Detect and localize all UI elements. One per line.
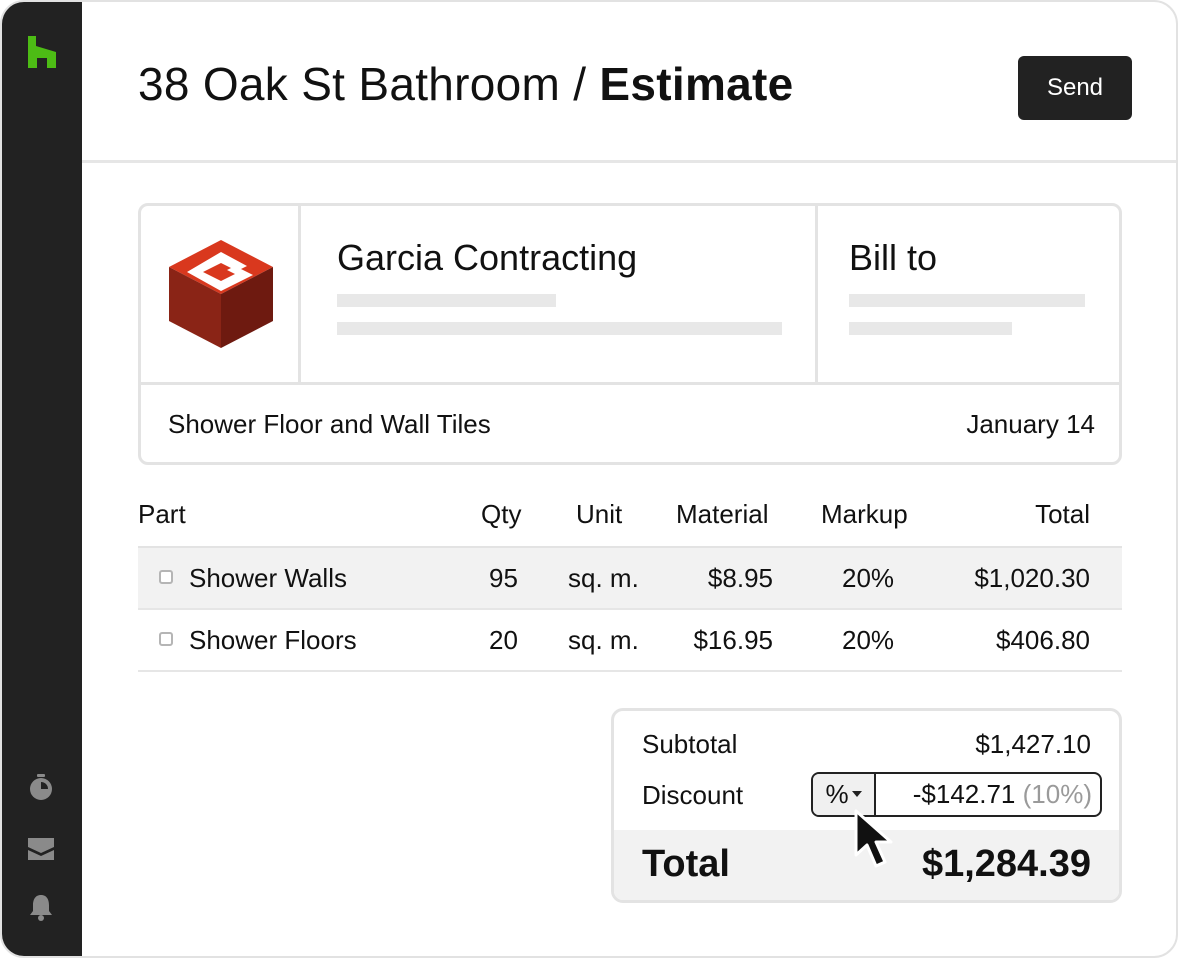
bill-to-address-placeholder (849, 322, 1012, 335)
discount-input-group[interactable]: % -$142.71 (10%) (811, 772, 1102, 817)
part-name: Shower Floors (189, 625, 357, 655)
subtotal-value: $1,427.10 (975, 729, 1091, 759)
card-header-row: Garcia Contracting Bill to (141, 206, 1119, 385)
chevron-down-icon (851, 791, 862, 798)
column-header-material: Material (676, 499, 769, 529)
discount-percent: (10%) (1022, 779, 1092, 809)
sidebar (2, 2, 82, 956)
company-contact-placeholder (337, 322, 782, 335)
column-header-total: Total (1035, 499, 1090, 529)
markup: 20% (842, 625, 895, 655)
company-name: Garcia Contracting (337, 237, 638, 278)
company-logo-icon (169, 240, 273, 348)
quantity: 95 (489, 563, 518, 593)
line-total: $406.80 (996, 625, 1090, 655)
discount-type-dropdown[interactable]: % (813, 774, 876, 815)
houzz-logo-icon[interactable] (28, 36, 56, 68)
table-row[interactable]: Shower Floors 20 sq. m. $16.95 20% $406.… (138, 610, 1122, 672)
bell-icon[interactable] (26, 892, 56, 922)
header: 38 Oak St Bathroom / Estimate Send (82, 2, 1176, 163)
send-button[interactable]: Send (1018, 56, 1132, 120)
page-title: 38 Oak St Bathroom / Estimate (138, 54, 794, 114)
material-cost: $8.95 (707, 563, 773, 593)
bill-to-name-placeholder (849, 294, 1085, 307)
discount-value-field[interactable]: -$142.71 (10%) (913, 774, 1092, 815)
company-info: Garcia Contracting (301, 206, 818, 382)
totals-summary: Subtotal $1,427.10 Discount % -$142.71 (… (611, 708, 1122, 903)
total-label: Total (642, 843, 730, 885)
row-checkbox[interactable] (159, 570, 173, 584)
unit: sq. m. (568, 625, 639, 655)
main-content: 38 Oak St Bathroom / Estimate Send Garci… (82, 2, 1176, 956)
part-name: Shower Walls (189, 563, 347, 593)
bill-to-info: Bill to (818, 206, 1119, 382)
breadcrumb-current: Estimate (599, 58, 794, 110)
table-header: Part Qty Unit Material Markup Total (138, 494, 1122, 549)
discount-label: Discount (642, 780, 744, 810)
grand-total-row: Total $1,284.39 (614, 830, 1119, 900)
discount-amount: -$142.71 (912, 779, 1016, 809)
unit: sq. m. (568, 563, 639, 593)
company-logo-cell (141, 206, 301, 382)
project-title: Shower Floor and Wall Tiles (168, 409, 491, 439)
column-header-unit: Unit (576, 499, 623, 529)
stopwatch-icon[interactable] (26, 772, 56, 802)
subtotal-label: Subtotal (642, 729, 738, 759)
total-value: $1,284.39 (921, 843, 1091, 885)
line-total: $1,020.30 (974, 563, 1090, 593)
row-checkbox[interactable] (159, 632, 173, 646)
breadcrumb-project[interactable]: 38 Oak St Bathroom / (138, 58, 600, 110)
table-row[interactable]: Shower Walls 95 sq. m. $8.95 20% $1,020.… (138, 548, 1122, 610)
column-header-qty: Qty (481, 499, 522, 529)
quantity: 20 (489, 625, 518, 655)
column-header-markup: Markup (821, 499, 908, 529)
markup: 20% (842, 563, 895, 593)
inbox-icon[interactable] (26, 834, 56, 864)
material-cost: $16.95 (693, 625, 773, 655)
bill-to-heading: Bill to (849, 237, 938, 278)
discount-type-value: % (825, 779, 849, 809)
estimate-info-card: Garcia Contracting Bill to Shower Floor … (138, 203, 1122, 465)
estimate-date: January 14 (966, 409, 1095, 439)
column-header-part: Part (138, 499, 186, 529)
company-address-placeholder (337, 294, 556, 307)
